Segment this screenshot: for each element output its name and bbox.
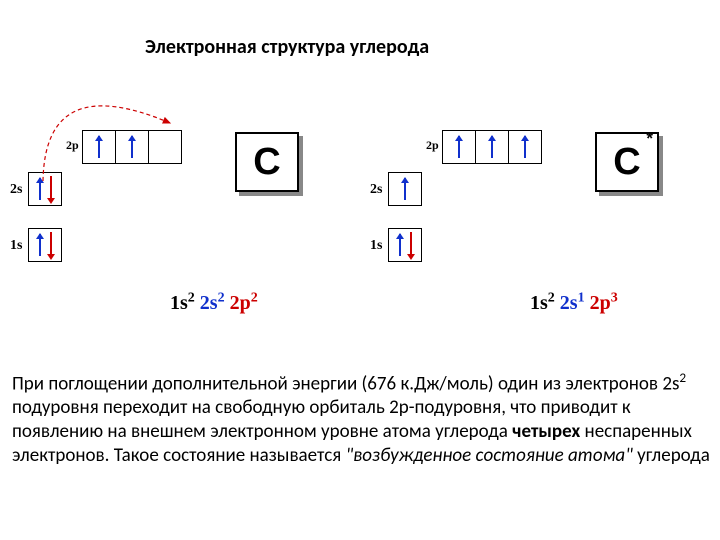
orbital-row <box>389 228 422 262</box>
electron-config-excited: 1s2 2s1 2p3 <box>530 290 618 315</box>
atom-symbol-ground: C <box>235 132 299 192</box>
electron-spin-up-icon <box>521 134 529 162</box>
promotion-arrow-icon <box>10 125 270 275</box>
orbital-box <box>475 130 509 164</box>
electron-spin-up-icon <box>488 134 496 162</box>
orbital-diagram-excited: 2p 2s 1s <box>370 130 630 280</box>
orbital-label: 2p <box>426 138 439 153</box>
config-term: 1s2 <box>530 292 555 314</box>
orbital-box <box>442 130 476 164</box>
config-term: 2p3 <box>585 292 618 314</box>
text-span: четырех <box>512 420 580 443</box>
excited-star-icon: * <box>646 130 653 147</box>
config-term: 2p2 <box>225 292 258 314</box>
atom-symbol-excited: C* <box>595 132 659 192</box>
orbital-label: 2s <box>370 182 382 198</box>
orbital-row <box>443 130 542 164</box>
orbital-box <box>508 130 542 164</box>
electron-config-ground: 1s2 2s2 2p2 <box>170 290 258 315</box>
config-term: 1s2 <box>170 292 195 314</box>
orbital-row <box>389 172 422 206</box>
config-term: 2s2 <box>195 292 225 314</box>
text-span: 2 <box>679 369 686 386</box>
orbital-diagram-ground: 2p2s1s <box>10 130 270 280</box>
description-text: При поглощении дополнительной энергии (6… <box>12 370 712 467</box>
electron-spin-up-icon <box>396 232 404 260</box>
orbital-box <box>388 172 422 206</box>
text-span: "возбужденное состояние атома" <box>346 444 633 467</box>
page-title: Электронная структура углерода <box>145 35 429 59</box>
config-term: 2s1 <box>555 292 585 314</box>
orbital-box <box>388 228 422 262</box>
electron-spin-up-icon <box>455 134 463 162</box>
electron-spin-up-icon <box>401 176 409 204</box>
orbital-label: 1s <box>370 238 382 254</box>
electron-spin-down-icon <box>407 232 415 260</box>
